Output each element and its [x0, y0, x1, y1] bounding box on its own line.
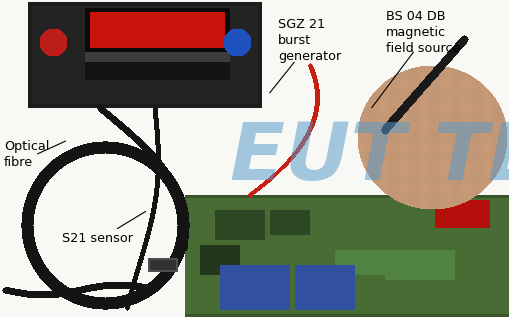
Text: SGZ 21
burst
generator: SGZ 21 burst generator	[277, 18, 341, 63]
Text: Optical
fibre: Optical fibre	[4, 140, 49, 169]
Text: S21 sensor: S21 sensor	[62, 232, 133, 245]
Text: EUT TEST: EUT TEST	[230, 119, 509, 197]
Text: BS 04 DB
magnetic
field source: BS 04 DB magnetic field source	[385, 10, 460, 55]
